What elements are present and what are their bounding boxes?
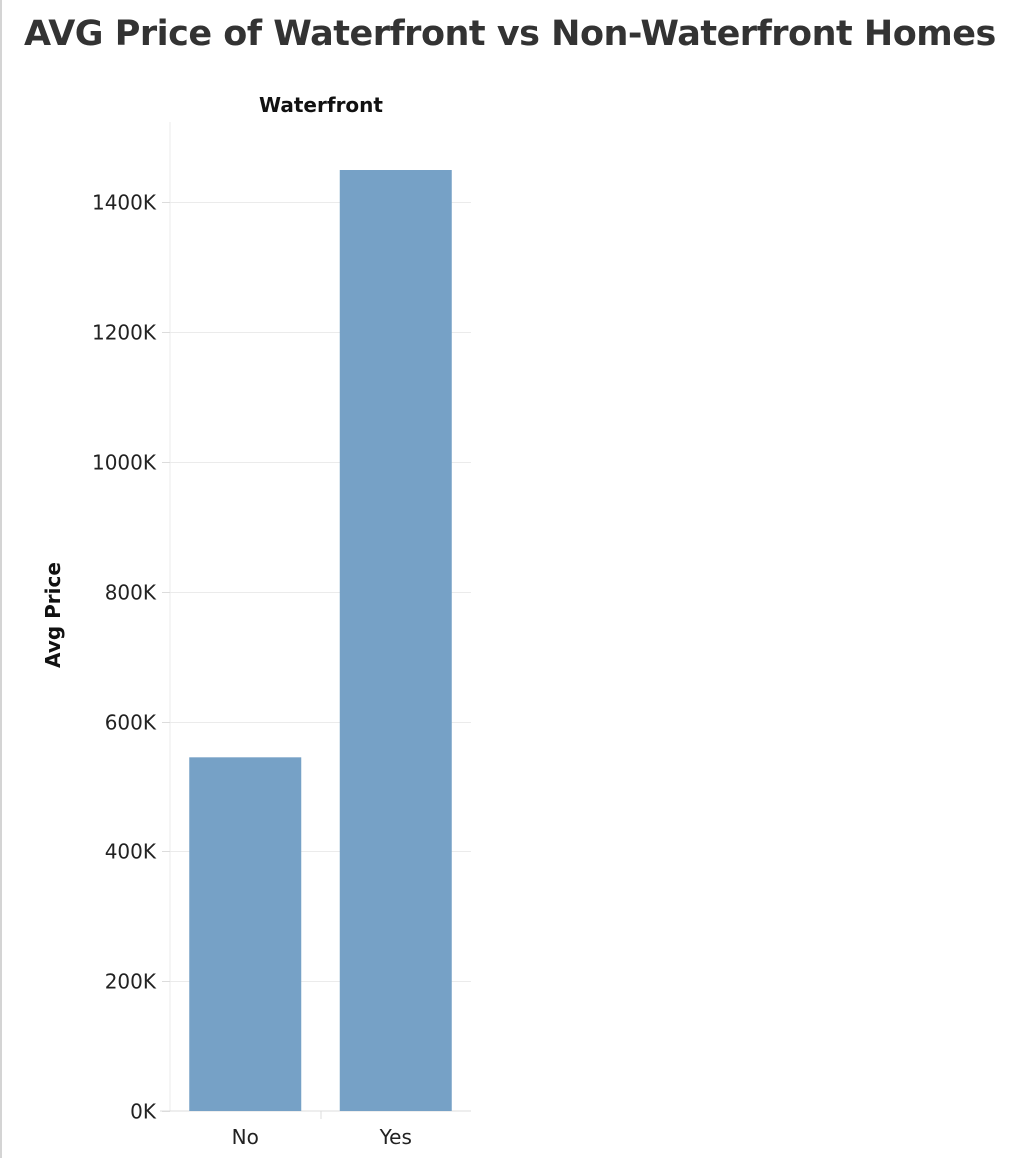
chart-title: AVG Price of Waterfront vs Non-Waterfron… — [24, 14, 996, 54]
x-tick-label: Yes — [379, 1125, 412, 1149]
y-tick-label: 1000K — [92, 451, 157, 475]
y-tick-label: 0K — [130, 1100, 157, 1124]
y-tick-label: 1400K — [92, 191, 157, 215]
y-tick-label: 200K — [105, 970, 157, 994]
bar-yes[interactable] — [339, 170, 452, 1111]
y-axis-ticks: 0K 200K 400K 600K 800K 1000K 1200K 1400K — [92, 191, 170, 1124]
column-header-waterfront: Waterfront — [259, 93, 383, 117]
y-tick-label: 600K — [105, 711, 157, 735]
x-axis-ticks: No Yes — [232, 1111, 412, 1149]
y-tick-label: 1200K — [92, 321, 157, 345]
y-tick-label: 400K — [105, 840, 157, 864]
x-tick-label: No — [232, 1125, 259, 1149]
bar-no[interactable] — [189, 757, 302, 1111]
y-tick-label: 800K — [105, 581, 157, 605]
y-axis-title: Avg Price — [41, 562, 65, 668]
bars — [189, 170, 452, 1111]
